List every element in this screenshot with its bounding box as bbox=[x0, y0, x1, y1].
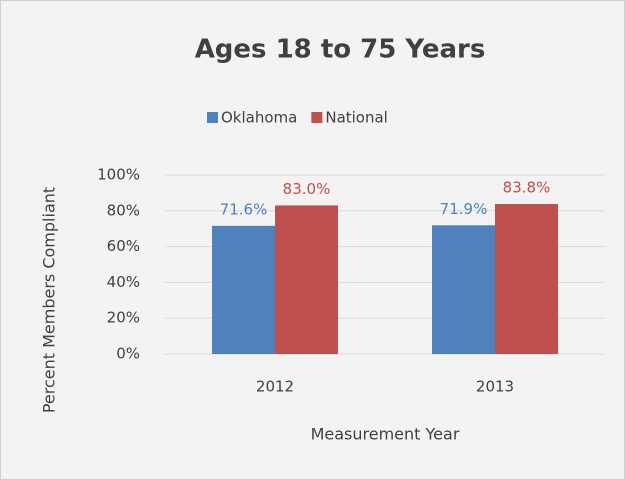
bar bbox=[432, 225, 495, 354]
y-tick-label: 0% bbox=[116, 345, 140, 363]
value-label: 83.0% bbox=[283, 180, 331, 198]
bar bbox=[495, 203, 558, 354]
x-tick-label: 2012 bbox=[256, 378, 294, 396]
y-tick-label: 40% bbox=[107, 273, 140, 291]
legend-label: National bbox=[325, 109, 388, 127]
y-tick-label: 100% bbox=[97, 166, 140, 184]
x-axis-label: Measurement Year bbox=[311, 425, 460, 444]
bar bbox=[275, 205, 338, 354]
y-tick-label: 20% bbox=[107, 309, 140, 327]
x-tick-label: 2013 bbox=[476, 378, 514, 396]
value-label: 71.6% bbox=[220, 200, 268, 218]
y-tick-label: 60% bbox=[107, 237, 140, 255]
legend-swatch bbox=[207, 112, 218, 123]
y-tick-label: 80% bbox=[107, 201, 140, 219]
value-label: 71.9% bbox=[440, 200, 488, 218]
bar bbox=[212, 225, 275, 354]
legend-label: Oklahoma bbox=[221, 109, 297, 127]
value-label: 83.8% bbox=[503, 178, 551, 196]
chart-title: Ages 18 to 75 Years bbox=[195, 35, 486, 65]
legend-swatch bbox=[311, 112, 323, 123]
y-axis-label: Percent Members Compliant bbox=[40, 187, 59, 413]
